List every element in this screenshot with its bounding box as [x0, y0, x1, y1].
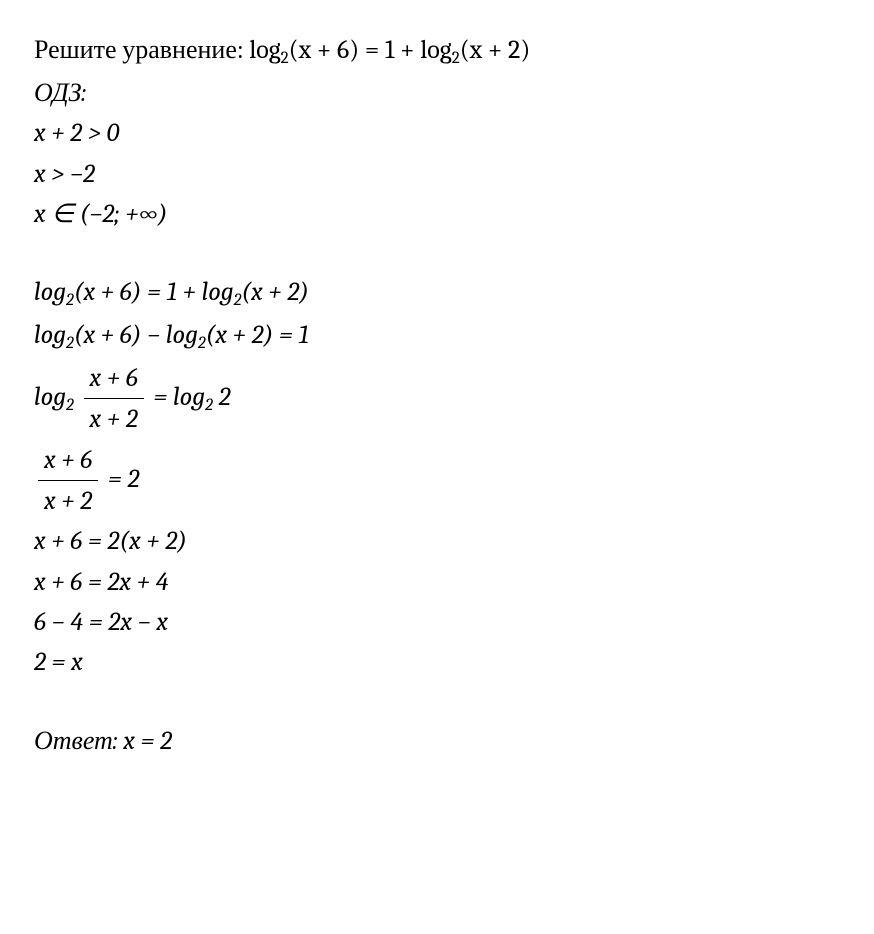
- log-func: log: [249, 35, 280, 65]
- mid-text: = 1 +: [141, 277, 201, 307]
- odz-interval: (−2; +∞): [80, 199, 168, 229]
- step-line: x + 6 = 2x + 4: [34, 564, 840, 600]
- odz-var: x ∈: [34, 199, 80, 229]
- answer-line: Ответ: x = 2: [34, 723, 840, 759]
- math-document: Решите уравнение: log2(x + 6) = 1 + log2…: [0, 0, 874, 791]
- log-arg: (x + 2): [241, 277, 309, 307]
- fraction-numerator: x + 6: [84, 360, 144, 399]
- step-line: x + 6 = 2(x + 2): [34, 523, 840, 559]
- rhs-prefix: 1 +: [385, 35, 420, 65]
- step-line: 6 − 4 = 2x − x: [34, 604, 840, 640]
- fraction: x + 6 x + 2: [38, 442, 98, 520]
- problem-statement: Решите уравнение: log2(x + 6) = 1 + log2…: [34, 32, 840, 71]
- fraction-denominator: x + 2: [84, 399, 144, 437]
- log-base: 2: [66, 396, 74, 415]
- step-line: log2(x + 6) = 1 + log2(x + 2): [34, 274, 840, 313]
- odz-line: x ∈ (−2; +∞): [34, 196, 840, 232]
- answer-label: Ответ:: [34, 726, 123, 756]
- odz-line: x + 2 > 0: [34, 115, 840, 151]
- log-func: log: [202, 277, 234, 307]
- step-line: x + 6 x + 2 = 2: [34, 442, 840, 520]
- eq: = 2: [102, 463, 139, 493]
- step-line: 2 = x: [34, 644, 840, 680]
- log-func: log: [34, 382, 66, 412]
- log-arg: (x + 6): [74, 277, 142, 307]
- log-base: 2: [198, 334, 206, 353]
- log-arg: (x + 2): [460, 35, 531, 65]
- log-func: log: [34, 277, 66, 307]
- log-func: log: [420, 35, 451, 65]
- log-base: 2: [66, 334, 74, 353]
- log-func: log: [173, 382, 205, 412]
- eq: =: [148, 382, 173, 412]
- minus: −: [141, 320, 165, 350]
- step-line: log2 x + 6 x + 2 = log2 2: [34, 360, 840, 438]
- log-arg: 2: [213, 382, 231, 412]
- log-base: 2: [66, 291, 74, 310]
- odz-title: ОДЗ:: [34, 75, 840, 111]
- log-arg: (x + 6): [289, 35, 360, 65]
- eq: = 1: [273, 320, 309, 350]
- fraction-denominator: x + 2: [38, 481, 98, 519]
- step-line: log2(x + 6) − log2(x + 2) = 1: [34, 317, 840, 356]
- log-func: log: [166, 320, 198, 350]
- log-arg: (x + 6): [74, 320, 142, 350]
- odz-block: ОДЗ: x + 2 > 0 x > −2 x ∈ (−2; +∞): [34, 75, 840, 233]
- answer-value: x = 2: [123, 726, 172, 756]
- equals: =: [359, 35, 385, 65]
- log-base: 2: [281, 49, 289, 68]
- solution-block: log2(x + 6) = 1 + log2(x + 2) log2(x + 6…: [34, 274, 840, 681]
- log-base: 2: [205, 396, 213, 415]
- odz-line: x > −2: [34, 156, 840, 192]
- fraction-numerator: x + 6: [38, 442, 98, 481]
- problem-label: Решите уравнение:: [34, 35, 249, 65]
- log-base: 2: [452, 49, 460, 68]
- log-arg: (x + 2): [206, 320, 274, 350]
- log-func: log: [34, 320, 66, 350]
- fraction: x + 6 x + 2: [84, 360, 144, 438]
